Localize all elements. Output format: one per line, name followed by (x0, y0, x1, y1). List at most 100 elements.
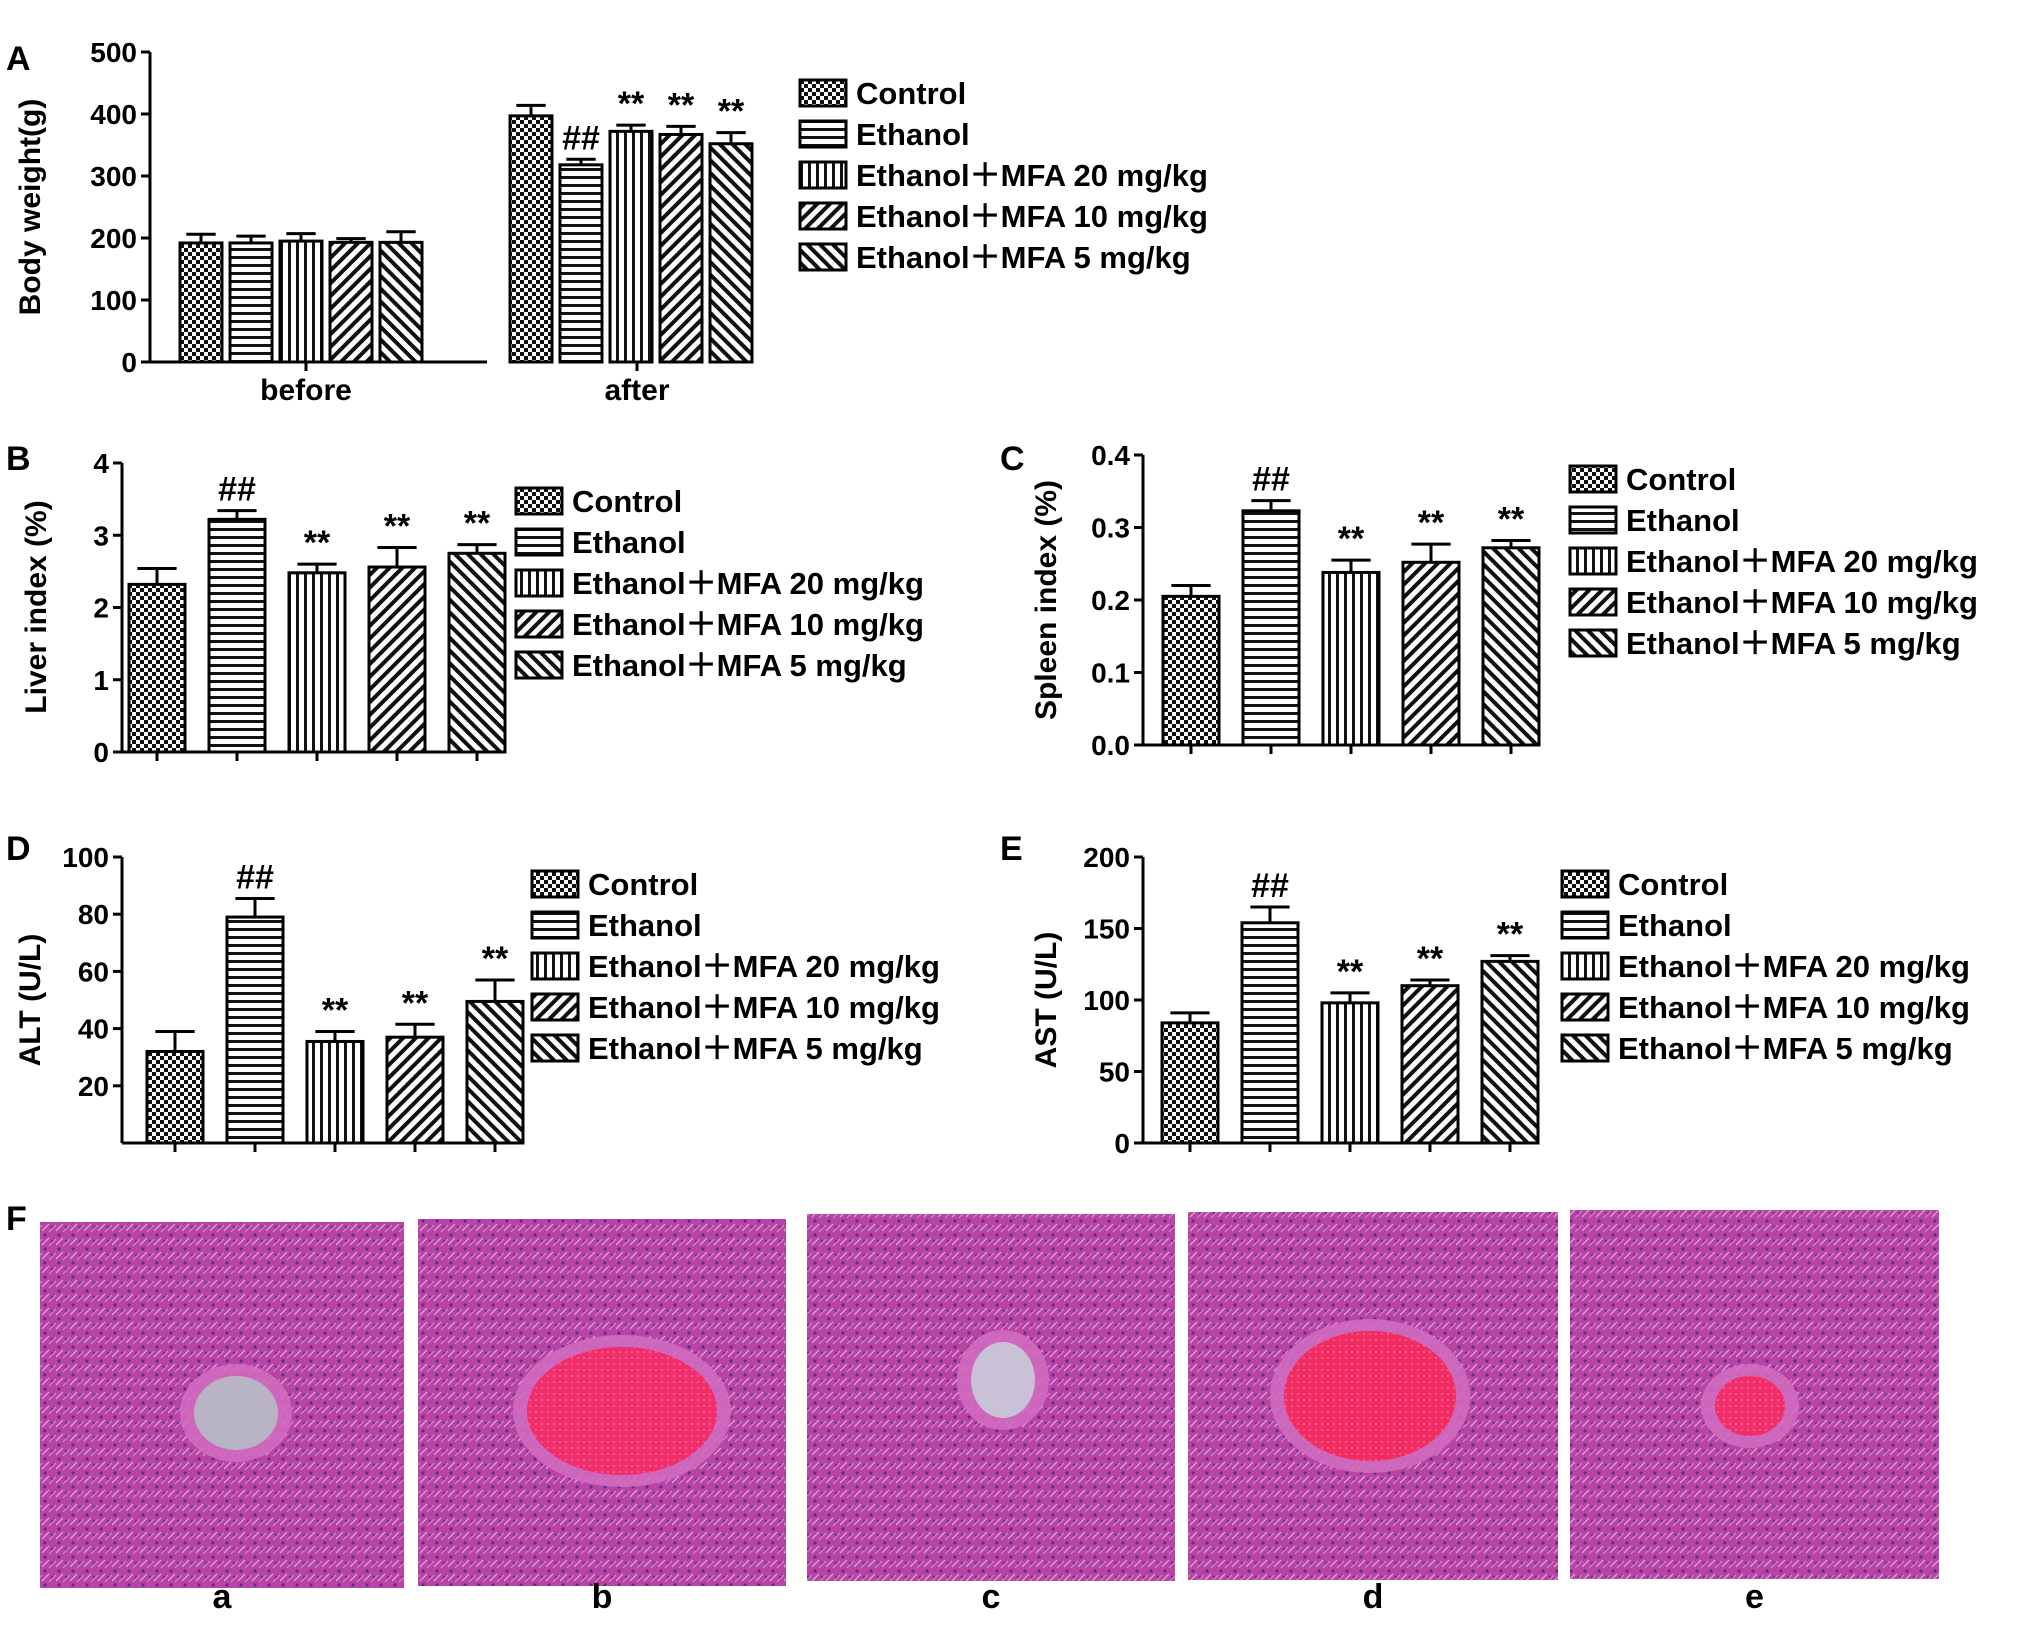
y-axis-label: Body weight(g) (14, 99, 47, 316)
legend-swatch (1568, 628, 1618, 658)
y-tick-label: 200 (1083, 842, 1130, 873)
image-label: e (1745, 1578, 1764, 1616)
y-tick-label: 100 (1083, 985, 1130, 1016)
legend-label: Ethanol＋MFA 20 mg/kg (588, 949, 940, 984)
y-tick-label: 0.4 (1091, 440, 1130, 471)
bar-after-0 (508, 114, 554, 364)
bar-after-4 (708, 142, 754, 364)
central-vein (971, 1342, 1035, 1418)
legend-swatch (530, 869, 580, 899)
significance-mark: ** (1497, 916, 1524, 954)
legend-swatch (530, 910, 580, 940)
image-label: c (982, 1578, 1001, 1616)
histology-image-b: b (418, 1219, 786, 1616)
legend-swatch (1568, 546, 1618, 576)
significance-mark: ** (482, 940, 509, 978)
bar-0 (1160, 1021, 1220, 1145)
legend-swatch (798, 119, 848, 149)
legend-swatch (798, 78, 848, 108)
significance-mark: ## (218, 471, 256, 509)
legend-swatch (798, 201, 848, 231)
y-tick-label: 150 (1083, 914, 1130, 945)
legend-swatch (530, 951, 580, 981)
y-tick-label: 4 (93, 448, 109, 479)
erythrocytes (1284, 1331, 1456, 1461)
y-tick-label: 100 (90, 285, 137, 316)
bar-0 (145, 1049, 205, 1145)
y-tick-label: 20 (78, 1071, 109, 1102)
legend-label: Ethanol (588, 908, 702, 943)
bar-before-1 (228, 241, 274, 364)
y-axis-label: ALT (U/L) (14, 934, 47, 1067)
significance-mark: ** (384, 508, 411, 546)
y-tick-label: 2 (93, 593, 109, 624)
legend: Control Ethanol Ethanol＋MFA 20 mg/kg Ethano… (530, 867, 940, 1066)
chart-panel-b: B 0 1 2 3 4 Liver index (%) ## ** ** ** Control Etha… (6, 440, 924, 768)
significance-mark: ** (1337, 953, 1364, 991)
y-tick-label: 3 (93, 520, 109, 551)
legend-label: Ethanol＋MFA 5 mg/kg (588, 1031, 923, 1066)
bar-after-2 (608, 129, 654, 364)
legend-swatch (798, 160, 848, 190)
significance-mark: ## (562, 119, 600, 157)
significance-mark: ** (1417, 940, 1444, 978)
legend-swatch (1560, 951, 1610, 981)
legend-label: Control (1626, 462, 1736, 497)
significance-mark: ** (618, 85, 645, 123)
bar-1 (225, 915, 285, 1145)
bar-4 (465, 999, 525, 1145)
legend-label: Ethanol＋MFA 5 mg/kg (572, 648, 907, 683)
legend-label: Control (856, 76, 966, 111)
legend-swatch (530, 992, 580, 1022)
legend-swatch (514, 650, 564, 680)
bar-3 (1400, 984, 1460, 1145)
legend-label: Ethanol＋MFA 20 mg/kg (572, 566, 924, 601)
legend-label: Ethanol＋MFA 10 mg/kg (572, 607, 924, 642)
y-tick-label: 400 (90, 99, 137, 130)
legend-label: Ethanol (1618, 908, 1732, 943)
bar-4 (1480, 959, 1540, 1145)
legend-label: Ethanol＋MFA 5 mg/kg (1626, 626, 1961, 661)
bar-2 (305, 1039, 365, 1145)
bar-1 (1241, 509, 1301, 747)
y-tick-label: 50 (1099, 1057, 1130, 1088)
significance-mark: ** (1498, 501, 1525, 539)
x-category-label: after (604, 374, 669, 407)
bar-4 (447, 551, 507, 754)
y-tick-label: 60 (78, 956, 109, 987)
legend-swatch (514, 609, 564, 639)
significance-mark: ** (668, 86, 695, 124)
significance-mark: ** (1418, 504, 1445, 542)
legend-label: Ethanol (572, 525, 686, 560)
legend-label: Ethanol＋MFA 10 mg/kg (1618, 990, 1970, 1025)
bar-3 (1401, 560, 1461, 747)
y-tick-label: 40 (78, 1014, 109, 1045)
panel-letter-f: F (6, 1200, 27, 1238)
panel-letter-a: A (6, 40, 31, 78)
histology-layer: Fa b c d e (6, 1200, 1939, 1616)
legend-label: Ethanol (1626, 503, 1740, 538)
significance-mark: ## (236, 858, 274, 896)
panel-letter-b: B (6, 440, 31, 478)
legend: Control Ethanol Ethanol＋MFA 20 mg/kg Ethano… (798, 76, 1208, 275)
erythrocytes (527, 1347, 717, 1475)
bar-0 (1161, 594, 1221, 747)
y-tick-label: 0.2 (1091, 585, 1130, 616)
bar-before-3 (328, 240, 374, 364)
legend-label: Ethanol＋MFA 10 mg/kg (856, 199, 1208, 234)
bar-4 (1481, 546, 1541, 747)
panel-letter-e: E (1000, 830, 1023, 868)
y-axis-label: AST (U/L) (1030, 932, 1063, 1069)
bar-0 (127, 582, 187, 754)
significance-mark: ** (464, 505, 491, 543)
bar-3 (385, 1035, 445, 1145)
legend-swatch (514, 527, 564, 557)
significance-mark: ** (322, 991, 349, 1029)
legend-label: Control (588, 867, 698, 902)
significance-mark: ## (1252, 461, 1290, 499)
y-tick-label: 80 (78, 899, 109, 930)
legend-swatch (1568, 587, 1618, 617)
legend-swatch (1560, 910, 1610, 940)
